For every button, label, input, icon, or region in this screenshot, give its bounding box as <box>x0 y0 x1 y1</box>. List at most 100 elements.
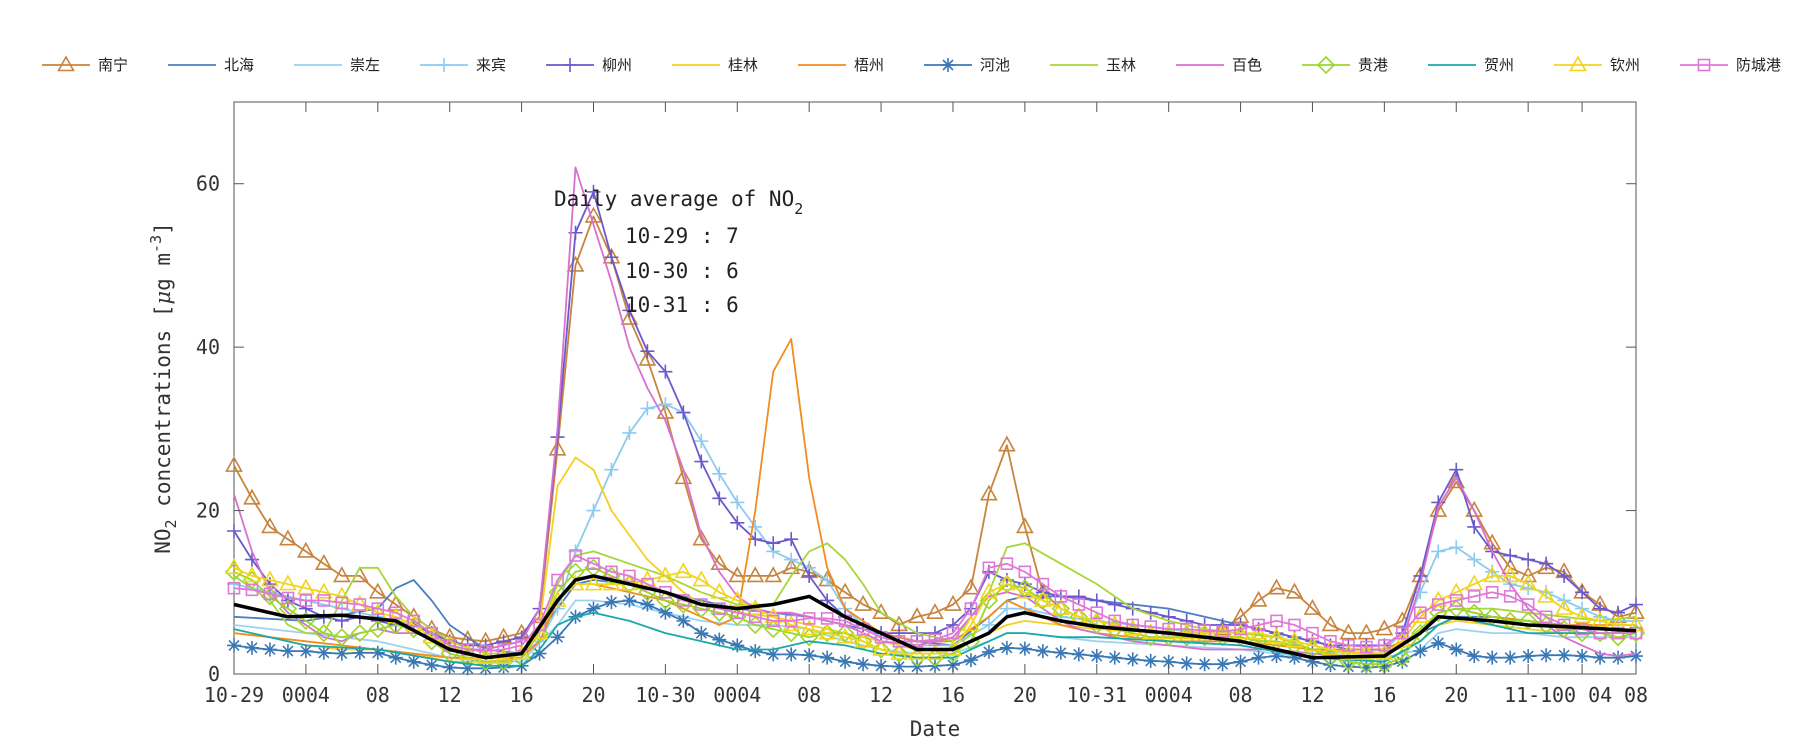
series-point <box>1231 623 1250 640</box>
series-point <box>1537 586 1555 603</box>
legend-marker <box>57 55 75 72</box>
series-point <box>640 344 655 359</box>
series-point <box>566 255 585 272</box>
series-point <box>692 570 711 587</box>
x-tick-label: 0004 <box>713 683 761 707</box>
x-tick-label: 20 <box>1013 683 1037 707</box>
series-point <box>1414 606 1427 620</box>
series-point <box>1018 565 1032 579</box>
series-point <box>622 303 637 318</box>
series-point <box>1521 598 1535 611</box>
series-point <box>997 574 1017 594</box>
series-point <box>676 405 691 420</box>
series-point <box>1125 652 1140 667</box>
y-tick-label: 60 <box>196 172 220 196</box>
series-point <box>622 425 637 440</box>
series-point <box>766 614 780 628</box>
series-point <box>1285 631 1304 648</box>
series-point <box>1539 648 1554 663</box>
series-point <box>533 618 546 632</box>
series-point <box>1539 556 1554 571</box>
series-point <box>674 468 693 485</box>
series-point <box>694 626 709 641</box>
series-point <box>478 661 493 676</box>
series-point <box>279 529 297 546</box>
series-point <box>784 647 799 662</box>
series-point <box>1378 639 1391 652</box>
series-point <box>297 578 315 595</box>
series-point <box>766 536 781 551</box>
series-point <box>548 439 567 456</box>
series-point <box>658 605 673 620</box>
series-point <box>1215 657 1230 672</box>
series-point <box>730 495 745 510</box>
series-point <box>1611 650 1626 665</box>
series-point <box>1267 578 1286 595</box>
legend-label: 贺州 <box>1484 56 1514 74</box>
series-point <box>1521 552 1536 567</box>
series-point <box>640 401 655 416</box>
x-tick-label: 10-29 <box>204 683 264 707</box>
series-point <box>281 591 295 605</box>
series-point <box>802 648 817 663</box>
series-point <box>584 574 603 591</box>
series-point <box>836 582 854 599</box>
x-tick-label: 0004 <box>282 683 330 707</box>
series-point <box>262 642 277 657</box>
series-point <box>315 554 333 570</box>
series-point <box>604 250 619 265</box>
series-line <box>233 611 1636 667</box>
series-point <box>1519 611 1538 631</box>
x-tick-label: 08 <box>1229 683 1253 707</box>
annotation-line-1: 10-29 : 7 <box>625 224 739 248</box>
series-point <box>1611 626 1625 640</box>
series-point <box>406 654 421 669</box>
series-point <box>587 557 600 570</box>
series-point <box>656 566 675 583</box>
series-point <box>1179 656 1194 671</box>
series-point <box>1449 642 1464 657</box>
series-point <box>1503 548 1518 563</box>
plot-area: 0 20 40 60 10-29 0004 08 12 16 20 10-30 0004 08 12 16 2… <box>196 101 1648 707</box>
x-tick-label: 08 <box>366 683 390 707</box>
x-tick-label: 16 <box>1372 683 1396 707</box>
series-point <box>245 583 259 597</box>
series-point <box>999 601 1014 616</box>
series-point <box>872 639 890 656</box>
x-tick-label: 20 <box>581 683 605 707</box>
series-point <box>1413 644 1428 659</box>
series-point <box>1575 585 1590 600</box>
series-point <box>818 623 837 640</box>
series-point <box>315 582 333 599</box>
series-point <box>1465 574 1484 591</box>
series-point <box>227 524 241 538</box>
series-point <box>963 653 978 668</box>
series-point <box>1555 598 1573 615</box>
legend-item: 百色 <box>1176 56 1262 74</box>
series-point <box>1107 597 1122 612</box>
series-point <box>926 643 944 660</box>
series-point <box>802 612 816 625</box>
legend-item: 柳州 <box>546 56 632 74</box>
series-point <box>1339 623 1358 640</box>
series-point <box>836 627 854 644</box>
series-point <box>1449 594 1463 607</box>
series-point <box>1396 626 1409 640</box>
series-point <box>820 650 835 665</box>
series-point <box>1249 590 1268 607</box>
series-point <box>1089 593 1104 608</box>
series-point <box>730 515 745 530</box>
series-point <box>1629 597 1643 612</box>
legend-label: 来宾 <box>476 56 506 74</box>
series-point <box>551 573 564 587</box>
series-point <box>1447 582 1466 599</box>
legend-marker <box>563 58 577 72</box>
x-tick-label: 10-30 <box>635 683 695 707</box>
series-line <box>233 166 1637 657</box>
legend-label: 南宁 <box>98 56 128 74</box>
x-tick-label: 11-1 <box>1504 683 1552 707</box>
series-point <box>1342 639 1355 652</box>
legend-label: 桂林 <box>728 56 758 74</box>
series-point <box>782 558 801 575</box>
series-point <box>1288 618 1301 632</box>
